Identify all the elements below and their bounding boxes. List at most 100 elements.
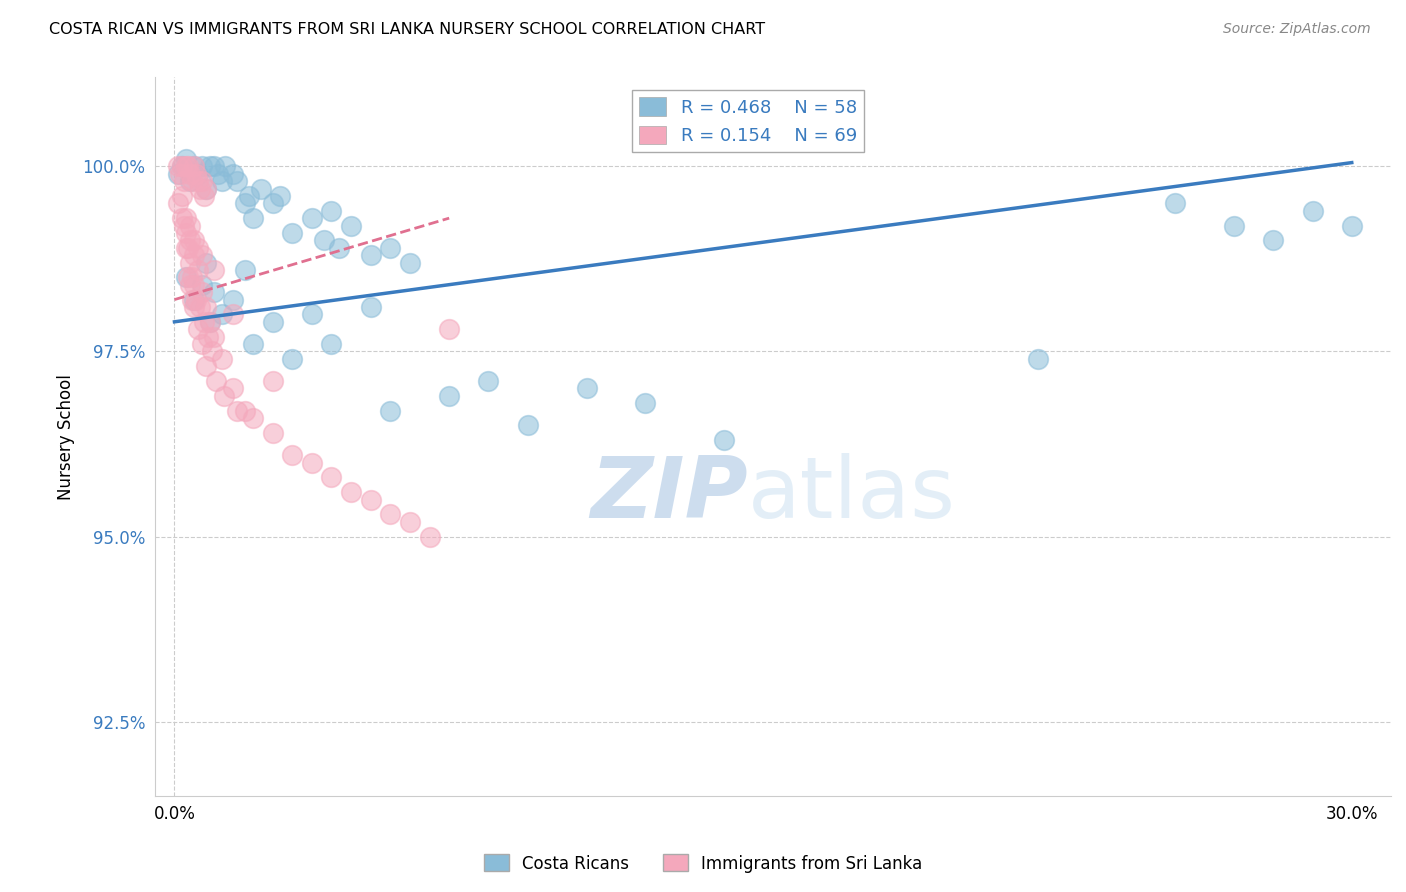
- Point: [201, 344, 224, 359]
- Point: [380, 403, 402, 417]
- Point: [191, 174, 214, 188]
- Point: [194, 359, 217, 374]
- Point: [360, 248, 382, 262]
- Point: [222, 381, 245, 395]
- Point: [301, 307, 323, 321]
- Text: Source: ZipAtlas.com: Source: ZipAtlas.com: [1223, 22, 1371, 37]
- Point: [188, 300, 211, 314]
- Point: [340, 219, 363, 233]
- Point: [380, 508, 402, 522]
- Legend: R = 0.468    N = 58, R = 0.154    N = 69: R = 0.468 N = 58, R = 0.154 N = 69: [633, 90, 865, 153]
- Point: [198, 315, 221, 329]
- Point: [242, 337, 264, 351]
- Point: [1263, 233, 1285, 247]
- Point: [281, 448, 304, 462]
- Point: [167, 196, 190, 211]
- Text: ZIP: ZIP: [591, 452, 748, 535]
- Point: [184, 293, 207, 307]
- Point: [172, 159, 194, 173]
- Point: [233, 263, 256, 277]
- Point: [187, 167, 209, 181]
- Point: [183, 159, 205, 173]
- Point: [198, 159, 221, 173]
- Point: [281, 351, 304, 366]
- Point: [321, 203, 343, 218]
- Point: [204, 374, 226, 388]
- Point: [399, 515, 422, 529]
- Point: [360, 300, 382, 314]
- Point: [181, 174, 204, 188]
- Point: [179, 174, 201, 188]
- Point: [1223, 219, 1246, 233]
- Point: [321, 337, 343, 351]
- Point: [211, 307, 233, 321]
- Point: [174, 270, 197, 285]
- Point: [238, 189, 260, 203]
- Point: [340, 485, 363, 500]
- Point: [437, 322, 460, 336]
- Point: [360, 492, 382, 507]
- Point: [179, 167, 201, 181]
- Point: [172, 211, 194, 226]
- Point: [249, 181, 271, 195]
- Point: [177, 159, 200, 173]
- Point: [207, 167, 229, 181]
- Point: [183, 248, 205, 262]
- Text: COSTA RICAN VS IMMIGRANTS FROM SRI LANKA NURSERY SCHOOL CORRELATION CHART: COSTA RICAN VS IMMIGRANTS FROM SRI LANKA…: [49, 22, 765, 37]
- Point: [187, 174, 209, 188]
- Point: [226, 403, 249, 417]
- Point: [575, 381, 598, 395]
- Point: [174, 152, 197, 166]
- Point: [233, 196, 256, 211]
- Point: [211, 174, 233, 188]
- Point: [1340, 219, 1362, 233]
- Point: [634, 396, 657, 410]
- Point: [183, 159, 205, 173]
- Point: [193, 189, 215, 203]
- Point: [167, 159, 190, 173]
- Point: [183, 277, 205, 292]
- Point: [173, 174, 195, 188]
- Point: [193, 315, 215, 329]
- Point: [179, 233, 201, 247]
- Point: [187, 263, 209, 277]
- Point: [173, 219, 195, 233]
- Point: [477, 374, 499, 388]
- Point: [1026, 351, 1049, 366]
- Point: [516, 418, 538, 433]
- Point: [212, 389, 235, 403]
- Point: [242, 211, 264, 226]
- Point: [191, 159, 214, 173]
- Point: [301, 456, 323, 470]
- Point: [202, 263, 225, 277]
- Point: [233, 403, 256, 417]
- Point: [183, 300, 205, 314]
- Point: [191, 248, 214, 262]
- Point: [188, 181, 211, 195]
- Point: [174, 211, 197, 226]
- Point: [242, 411, 264, 425]
- Point: [437, 389, 460, 403]
- Point: [419, 530, 441, 544]
- Y-axis label: Nursery School: Nursery School: [58, 374, 75, 500]
- Point: [174, 159, 197, 173]
- Point: [202, 329, 225, 343]
- Point: [399, 255, 422, 269]
- Point: [713, 434, 735, 448]
- Point: [194, 181, 217, 195]
- Point: [211, 351, 233, 366]
- Point: [184, 167, 207, 181]
- Point: [222, 167, 245, 181]
- Point: [1164, 196, 1187, 211]
- Point: [262, 374, 284, 388]
- Point: [222, 307, 245, 321]
- Point: [226, 174, 249, 188]
- Point: [262, 315, 284, 329]
- Point: [179, 219, 201, 233]
- Point: [181, 293, 204, 307]
- Point: [179, 277, 201, 292]
- Point: [312, 233, 335, 247]
- Point: [222, 293, 245, 307]
- Point: [177, 241, 200, 255]
- Point: [177, 270, 200, 285]
